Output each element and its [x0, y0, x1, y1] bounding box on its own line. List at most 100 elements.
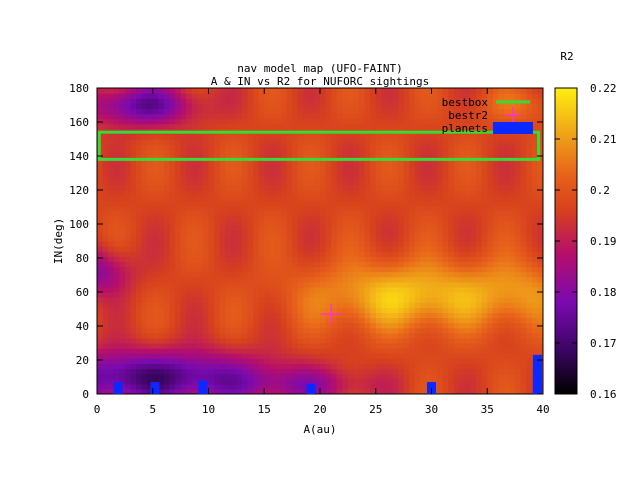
- y-tick-label: 0: [82, 388, 89, 401]
- heatmap-cell: [386, 179, 394, 186]
- heatmap-cell: [236, 302, 243, 308]
- heatmap-cell: [398, 332, 405, 339]
- heatmap-cell: [236, 343, 243, 349]
- heatmap-cell: [526, 276, 533, 283]
- heatmap-cell: [297, 353, 304, 359]
- heatmap-cell: [119, 281, 126, 288]
- heatmap-cell: [258, 302, 265, 308]
- heatmap-cell: [186, 225, 193, 232]
- heatmap-cell: [141, 174, 148, 181]
- heatmap-cell: [158, 312, 165, 319]
- heatmap-cell: [97, 205, 104, 211]
- heatmap-cell: [409, 108, 416, 115]
- heatmap-cell: [269, 302, 276, 308]
- heatmap-cell: [147, 174, 154, 181]
- heatmap-cell: [297, 337, 304, 344]
- heatmap-cell: [353, 174, 360, 181]
- heatmap-cell: [442, 103, 449, 109]
- heatmap-cell: [225, 154, 232, 160]
- heatmap-cell: [381, 164, 388, 171]
- heatmap-cell: [208, 139, 215, 145]
- heatmap-cell: [515, 164, 522, 171]
- heatmap-cell: [191, 292, 198, 298]
- heatmap-cell: [359, 205, 366, 211]
- heatmap-cell: [498, 113, 505, 120]
- heatmap-cell: [280, 276, 288, 283]
- heatmap-cell: [124, 286, 132, 293]
- heatmap-cell: [437, 149, 444, 155]
- heatmap-cell: [186, 179, 193, 186]
- heatmap-cell: [487, 215, 494, 222]
- heatmap-cell: [264, 241, 271, 247]
- heatmap-cell: [163, 307, 171, 313]
- heatmap-cell: [531, 337, 539, 344]
- heatmap-cell: [136, 133, 143, 140]
- heatmap-cell: [498, 286, 505, 293]
- heatmap-cell: [331, 388, 338, 394]
- heatmap-cell: [214, 327, 221, 334]
- heatmap-cell: [225, 358, 232, 364]
- heatmap-cell: [292, 241, 299, 247]
- heatmap-cell: [214, 149, 221, 155]
- heatmap-cell: [481, 261, 488, 268]
- heatmap-cell: [481, 108, 488, 115]
- heatmap-cell: [258, 149, 265, 155]
- heatmap-cell: [230, 337, 237, 344]
- heatmap-cell: [526, 368, 533, 375]
- heatmap-cell: [520, 343, 527, 349]
- heatmap-cell: [320, 246, 327, 252]
- heatmap-cell: [286, 184, 293, 191]
- heatmap-cell: [375, 271, 382, 278]
- heatmap-cell: [537, 128, 543, 135]
- heatmap-cell: [509, 373, 516, 380]
- heatmap-cell: [403, 383, 410, 390]
- heatmap-cell: [275, 358, 282, 364]
- heatmap-cell: [325, 184, 332, 191]
- heatmap-cell: [325, 383, 332, 390]
- heatmap-cell: [225, 169, 232, 176]
- heatmap-cell: [108, 133, 115, 140]
- heatmap-cell: [398, 235, 405, 242]
- heatmap-cell: [526, 378, 533, 385]
- heatmap-cell: [180, 98, 187, 104]
- heatmap-cell: [520, 383, 527, 390]
- heatmap-cell: [459, 373, 466, 380]
- heatmap-cell: [476, 348, 483, 354]
- heatmap-cell: [308, 373, 316, 380]
- heatmap-cell: [236, 210, 243, 217]
- heatmap-cell: [147, 286, 154, 293]
- colorbar-tick-label: 0.18: [590, 286, 617, 299]
- heatmap-cell: [158, 164, 165, 171]
- heatmap-cell: [331, 154, 338, 160]
- heatmap-cell: [414, 98, 421, 104]
- heatmap-cell: [464, 200, 472, 206]
- heatmap-cell: [230, 373, 237, 380]
- heatmap-cell: [359, 230, 366, 237]
- heatmap-cell: [236, 108, 243, 115]
- heatmap-cell: [392, 332, 399, 339]
- heatmap-cell: [163, 358, 171, 364]
- heatmap-cell: [152, 363, 159, 370]
- heatmap-cell: [197, 271, 204, 278]
- heatmap-cell: [275, 113, 282, 120]
- heatmap-cell: [448, 103, 455, 109]
- heatmap-cell: [108, 118, 115, 125]
- heatmap-cell: [520, 88, 527, 94]
- heatmap-cell: [492, 195, 499, 201]
- heatmap-cell: [303, 144, 310, 150]
- heatmap-cell: [409, 378, 416, 385]
- heatmap-cell: [119, 205, 126, 211]
- heatmap-cell: [202, 373, 210, 380]
- heatmap-cell: [537, 281, 543, 288]
- heatmap-cell: [464, 220, 472, 227]
- heatmap-cell: [398, 133, 405, 140]
- heatmap-cell: [186, 312, 193, 319]
- heatmap-cell: [208, 179, 215, 186]
- heatmap-cell: [191, 383, 198, 390]
- heatmap-cell: [286, 123, 293, 130]
- heatmap-cell: [336, 312, 343, 319]
- heatmap-cell: [342, 251, 349, 257]
- heatmap-cell: [359, 332, 366, 339]
- heatmap-cell: [503, 88, 511, 94]
- heatmap-cell: [297, 317, 304, 324]
